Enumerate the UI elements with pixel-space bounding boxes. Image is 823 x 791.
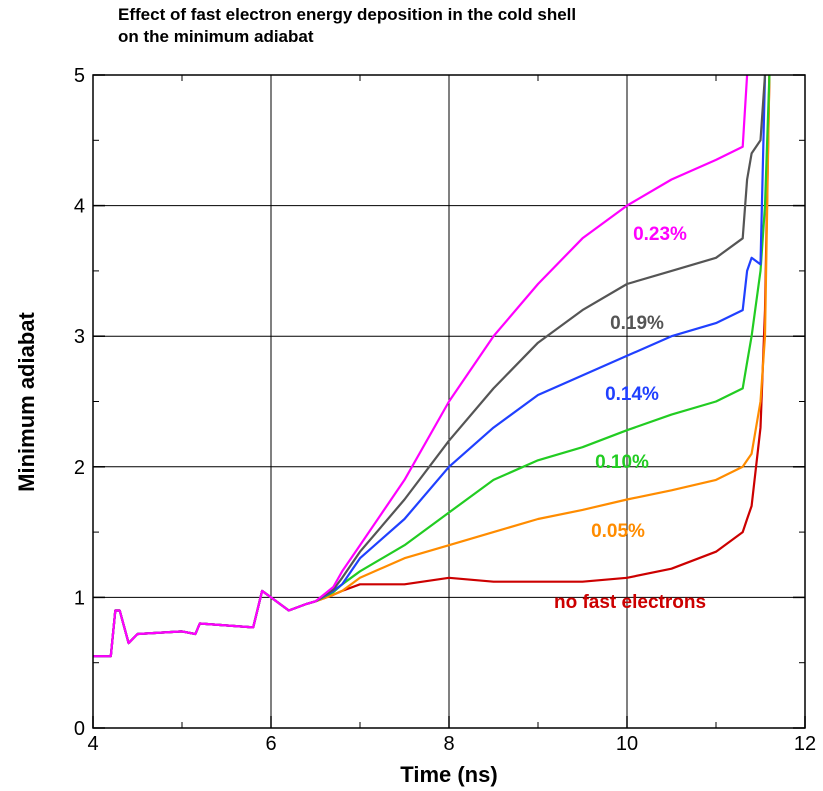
y-tick-label: 0 [74, 718, 85, 740]
x-tick-label: 4 [87, 733, 98, 755]
x-tick-label: 12 [794, 733, 816, 755]
x-tick-label: 6 [265, 733, 276, 755]
series-label: 0.14% [605, 384, 659, 405]
y-tick-label: 1 [74, 587, 85, 609]
x-axis-label: Time (ns) [400, 762, 497, 787]
x-tick-label: 8 [443, 733, 454, 755]
chart-title: Effect of fast electron energy depositio… [118, 5, 576, 24]
x-tick-label: 10 [616, 733, 638, 755]
series-line [93, 74, 767, 658]
series-label: 0.10% [595, 452, 649, 473]
y-tick-label: 4 [74, 196, 85, 218]
series-label: 0.05% [591, 521, 645, 542]
y-tick-label: 5 [74, 65, 85, 87]
series-line [93, 74, 749, 658]
series-label: 0.23% [633, 224, 687, 245]
plot-frame [92, 74, 806, 729]
y-tick-label: 2 [74, 457, 85, 479]
chart-title: on the minimum adiabat [118, 27, 314, 46]
series-line [93, 74, 767, 658]
series-label: no fast electrons [554, 592, 706, 613]
y-axis-label: Minimum adiabat [14, 311, 39, 491]
series-line [93, 74, 771, 658]
y-tick-label: 3 [74, 326, 85, 348]
series-label: 0.19% [610, 313, 664, 334]
